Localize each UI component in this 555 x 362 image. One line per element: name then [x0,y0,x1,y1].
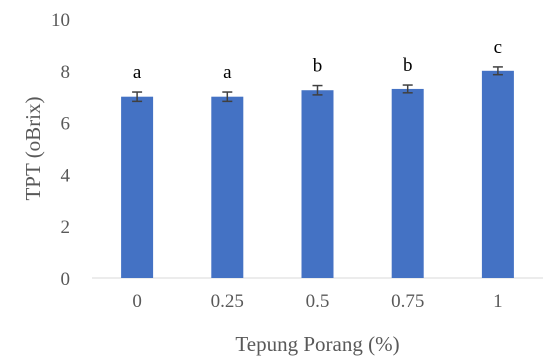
error-bars [132,66,503,103]
x-axis-ticks: 0 0.25 0.5 0.75 1 [132,291,502,312]
y-axis-ticks: 0 2 4 6 8 10 [51,10,71,290]
x-tick-label: 0.75 [391,291,424,312]
y-tick-label: 8 [61,62,71,83]
significance-label: b [313,56,323,77]
y-tick-label: 4 [61,165,71,186]
y-axis-title: TPT (oBrix) [21,96,45,200]
significance-labels: a a b b c [133,37,502,83]
y-tick-label: 10 [51,10,70,31]
error-bar [132,91,143,103]
significance-label: a [133,62,142,83]
significance-label: a [223,62,232,83]
x-tick-label: 0.5 [306,291,330,312]
x-tick-label: 1 [493,291,503,312]
x-tick-label: 0.25 [211,291,244,312]
y-tick-label: 0 [61,269,71,290]
x-tick-label: 0 [132,291,142,312]
bar [211,96,244,278]
x-axis-title: Tepung Porang (%) [235,332,399,356]
y-tick-label: 6 [61,114,71,135]
bar [301,90,334,278]
bars [121,70,514,279]
y-tick-label: 2 [61,217,71,238]
significance-label: b [403,55,413,76]
bar [121,96,154,278]
error-bar [402,84,413,94]
error-bar [492,66,503,76]
error-bar [222,91,233,103]
error-bar [312,84,323,96]
significance-label: c [494,37,502,58]
bar [391,88,424,279]
bar [481,70,514,278]
